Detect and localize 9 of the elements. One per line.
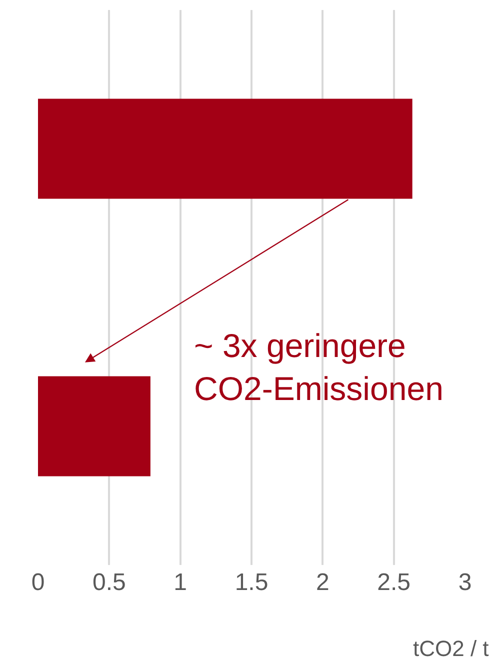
x-tick-label: 0	[31, 569, 45, 596]
x-tick-label: 2	[316, 569, 330, 596]
x-tick-label: 2.5	[377, 569, 411, 596]
x-tick-label: 0.5	[92, 569, 126, 596]
x-tick-label: 1	[174, 569, 188, 596]
x-axis-title: tCO2 / t	[413, 636, 489, 661]
x-tick-label: 1.5	[234, 569, 268, 596]
annotation: ~ 3x geringere CO2-Emissionen	[194, 327, 444, 407]
x-tick-label: 3	[458, 569, 472, 596]
